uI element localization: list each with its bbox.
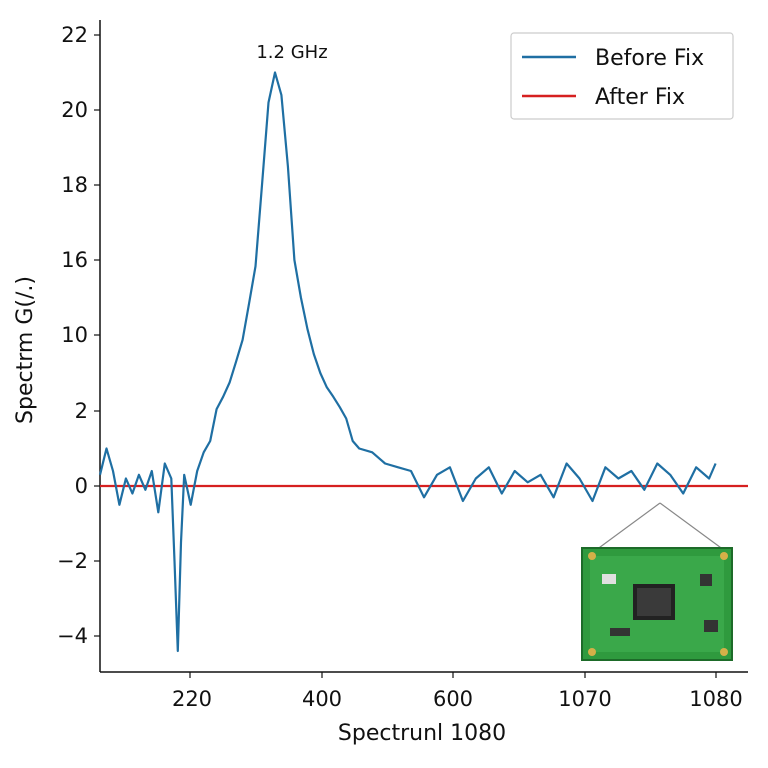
x-axis-title: Spectrunl 1080 bbox=[338, 721, 506, 746]
y-axis-ticks bbox=[94, 34, 100, 637]
peak-annotation: 1.2 GHz bbox=[256, 42, 327, 63]
x-tick-label: 600 bbox=[433, 687, 473, 711]
legend-label-before-fix: Before Fix bbox=[595, 46, 704, 71]
y-tick-label: −4 bbox=[57, 624, 88, 648]
y-tick-labels: 22 20 18 16 10 2 0 −2 −4 bbox=[57, 23, 88, 648]
y-tick-label: 18 bbox=[61, 173, 88, 197]
y-tick-label: −2 bbox=[57, 549, 88, 573]
x-tick-label: 1080 bbox=[689, 687, 742, 711]
legend: Before Fix After Fix bbox=[510, 32, 734, 120]
x-tick-label: 1070 bbox=[558, 687, 611, 711]
legend-label-after-fix: After Fix bbox=[595, 85, 685, 110]
x-tick-label: 400 bbox=[302, 687, 342, 711]
y-tick-label: 2 bbox=[75, 399, 88, 423]
legend-box bbox=[510, 32, 734, 120]
y-tick-label: 16 bbox=[61, 248, 88, 272]
y-tick-label: 22 bbox=[61, 23, 88, 47]
series-line-before-fix bbox=[98, 71, 717, 653]
y-axis-title: Spectrm G(/.) bbox=[13, 276, 38, 424]
x-tick-label: 220 bbox=[172, 687, 212, 711]
y-tick-label: 20 bbox=[61, 98, 88, 122]
inset-circuit-board-image bbox=[581, 502, 733, 661]
x-tick-labels: 220 400 600 1070 1080 bbox=[172, 687, 743, 711]
x-axis-ticks bbox=[189, 672, 717, 678]
y-tick-label: 0 bbox=[75, 474, 88, 498]
y-tick-label: 10 bbox=[61, 323, 88, 347]
